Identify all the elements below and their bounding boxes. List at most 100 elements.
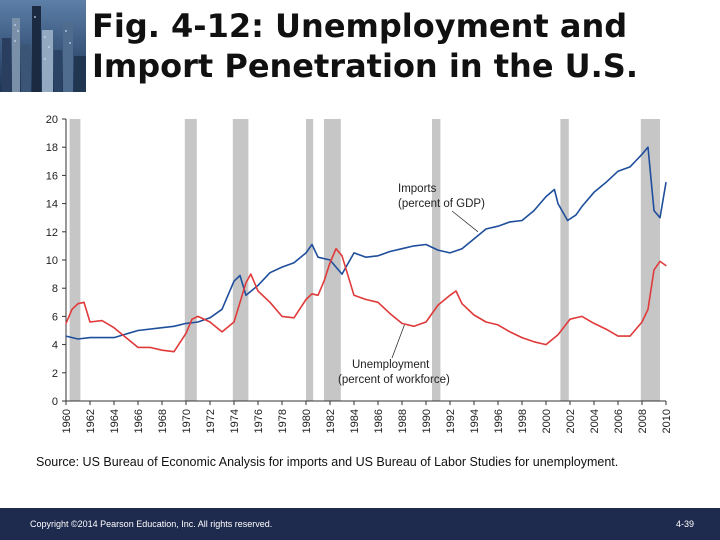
imports-label-leader	[451, 210, 479, 233]
series-1-point-8	[137, 346, 139, 349]
series-0-point-1	[77, 338, 79, 340]
series-1-point-59	[653, 269, 655, 271]
series-1-point-2	[77, 303, 79, 305]
series-0-point-26	[389, 250, 391, 253]
y-tick-label-18: 18	[46, 142, 58, 154]
y-tick-label-10: 10	[46, 255, 58, 267]
series-1-point-41	[455, 290, 457, 292]
series-1-point-12	[185, 332, 187, 334]
y-tick-label-0: 0	[52, 396, 58, 408]
series-0-point-27	[401, 248, 403, 250]
y-tick-label-12: 12	[46, 227, 58, 239]
series-0-point-8	[197, 321, 199, 323]
series-1-point-45	[497, 324, 499, 326]
series-1-point-15	[209, 321, 211, 323]
series-0-point-18	[305, 252, 307, 254]
series-1-point-51	[569, 318, 571, 320]
series-1-point-38	[425, 321, 427, 323]
series-1-point-26	[311, 293, 313, 295]
y-tick-label-16: 16	[46, 170, 58, 182]
series-1-point-61	[665, 265, 667, 267]
series-0-point-29	[425, 243, 427, 246]
x-tick-label-1968: 1968	[157, 409, 169, 433]
series-0-point-36	[509, 221, 511, 223]
series-1-point-24	[293, 317, 295, 319]
series-1-point-40	[449, 294, 451, 296]
series-1-point-29	[329, 262, 331, 264]
series-1-point-42	[461, 303, 463, 305]
series-1-point-36	[401, 322, 403, 325]
x-tick-label-1978: 1978	[277, 409, 289, 433]
recession-band-3	[306, 119, 314, 401]
city-skyline-image	[0, 0, 86, 92]
series-0-point-20	[317, 256, 319, 258]
x-tick-label-1970: 1970	[181, 409, 193, 433]
series-0-point-38	[533, 210, 535, 212]
series-0-point-31	[449, 252, 451, 254]
unemployment-label-line1: Unemployment	[352, 359, 430, 371]
series-1-point-25	[305, 298, 307, 301]
series-1-point-46	[509, 331, 511, 333]
series-1-point-16	[221, 331, 223, 333]
x-tick-label-1976: 1976	[253, 409, 265, 433]
series-1-point-6	[113, 327, 115, 329]
series-0-point-11	[233, 280, 235, 282]
series-1-point-47	[521, 336, 523, 339]
source-note: Source: US Bureau of Economic Analysis f…	[36, 455, 619, 469]
series-1-point-57	[641, 321, 643, 323]
recession-band-7	[640, 119, 660, 401]
series-0-point-30	[437, 249, 439, 251]
series-0-point-49	[641, 153, 643, 155]
x-tick-label-2008: 2008	[637, 409, 649, 433]
series-1-point-32	[353, 294, 355, 296]
series-0-point-43	[575, 214, 577, 216]
series-0-point-45	[593, 191, 595, 193]
series-1-point-14	[197, 315, 199, 317]
series-1-point-49	[545, 344, 547, 346]
series-0-point-42	[567, 219, 569, 222]
series-0-point-16	[281, 266, 283, 268]
series-1-point-54	[605, 328, 607, 330]
series-0-point-28	[413, 245, 415, 247]
x-tick-label-2000: 2000	[541, 409, 553, 433]
imports-label-line2: (percent of GDP)	[398, 198, 485, 210]
series-0-point-23	[353, 252, 355, 254]
x-tick-label-1964: 1964	[109, 409, 121, 433]
series-0-point-19	[311, 243, 313, 246]
unemployment-label-line2: (percent of workforce)	[338, 374, 450, 386]
series-0-point-10	[221, 308, 223, 310]
x-tick-label-1992: 1992	[445, 409, 457, 433]
y-tick-label-2: 2	[52, 368, 58, 380]
series-1-point-19	[245, 281, 247, 284]
series-1-point-31	[341, 255, 343, 257]
series-0-point-24	[365, 256, 367, 258]
x-tick-label-2010: 2010	[661, 409, 673, 433]
x-tick-label-1972: 1972	[205, 409, 217, 433]
y-tick-label-14: 14	[46, 199, 58, 211]
series-1-point-10	[161, 349, 163, 351]
series-1-point-11	[173, 351, 175, 353]
series-1-point-0	[65, 322, 67, 325]
series-0-point-52	[659, 217, 661, 219]
imports-label-line1: Imports	[398, 183, 437, 195]
series-1-point-23	[281, 315, 283, 317]
series-1-point-3	[83, 301, 85, 303]
series-1-point-35	[389, 312, 391, 315]
series-0-point-46	[605, 181, 607, 184]
x-tick-label-2006: 2006	[613, 409, 625, 433]
x-tick-label-2004: 2004	[589, 409, 601, 433]
series-1-point-53	[593, 322, 595, 325]
series-1-point-1	[71, 308, 73, 310]
series-1-point-34	[377, 301, 379, 303]
x-tick-label-1982: 1982	[325, 409, 337, 433]
series-0-point-9	[209, 317, 211, 319]
series-1-point-27	[317, 294, 319, 296]
x-tick-label-1996: 1996	[493, 409, 505, 433]
series-0-point-14	[257, 284, 259, 286]
slide-footer: Copyright ©2014 Pearson Education, Inc. …	[0, 508, 720, 540]
unemployment-label-leader	[391, 324, 405, 359]
series-0-point-2	[89, 336, 91, 339]
series-0-point-51	[653, 210, 655, 212]
series-1-point-20	[250, 273, 252, 275]
recession-band-6	[560, 119, 569, 401]
